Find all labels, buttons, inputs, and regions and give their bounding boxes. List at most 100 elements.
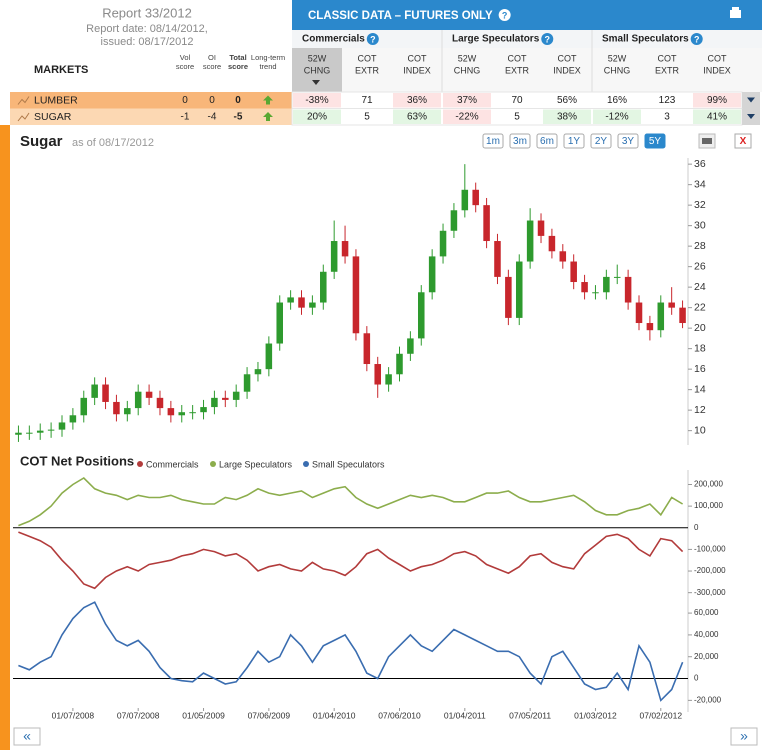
range-button[interactable] (617, 133, 639, 149)
cell-highlight (543, 109, 591, 124)
candle-body (418, 292, 425, 339)
candle-body (428, 256, 436, 293)
candle-body (36, 430, 44, 433)
range-button[interactable] (509, 133, 531, 149)
column-header: INDEX (403, 65, 431, 75)
candle-body (156, 397, 164, 409)
market-name: SUGAR (34, 111, 72, 123)
score: 0 (235, 95, 241, 106)
candle-body (113, 401, 120, 415)
cell-highlight (293, 109, 341, 124)
y-tick-label: 200,000 (694, 480, 723, 489)
column-header: COT (358, 53, 378, 63)
help-icon[interactable] (690, 33, 703, 45)
candle-body (461, 189, 469, 211)
legend-label: Large Speculators (219, 459, 293, 469)
candle-body (559, 251, 567, 262)
range-button[interactable] (644, 133, 666, 149)
candle-body (254, 369, 262, 375)
candle-body (624, 276, 632, 303)
column-header: INDEX (703, 65, 731, 75)
range-button[interactable] (563, 133, 585, 149)
group-name: Small Speculators (602, 34, 689, 45)
help-icon[interactable] (498, 9, 511, 21)
candle-body (396, 353, 403, 375)
cell-value: 3 (664, 112, 670, 123)
trend-arrow (263, 112, 273, 121)
y-tick-label: 36 (694, 158, 706, 170)
y-tick-label: -100,000 (694, 545, 726, 554)
series-line (18, 601, 684, 702)
x-tick-label: 07/06/2010 (378, 710, 421, 720)
cell-value: 5 (514, 112, 520, 123)
print-chart[interactable] (698, 133, 716, 149)
column-header: EXTR (505, 65, 530, 75)
legend-marker (137, 461, 143, 467)
cell-value: -12% (605, 112, 628, 123)
candle-body (298, 297, 305, 308)
x-tick-label: 07/06/2009 (248, 710, 291, 720)
group-name: Commercials (302, 34, 365, 45)
legend-label: Small Speculators (312, 459, 385, 469)
score: 0 (182, 95, 188, 106)
sort-arrow (312, 80, 320, 85)
x-tick-label: 01/05/2009 (182, 710, 225, 720)
score: -1 (181, 112, 190, 123)
candle-body (450, 210, 458, 231)
candle-body (646, 323, 654, 331)
close-button[interactable] (734, 133, 752, 149)
score: -5 (234, 112, 243, 123)
column-header: COT (658, 53, 678, 63)
legend-marker (303, 461, 309, 467)
nav-next[interactable] (730, 727, 758, 746)
range-button[interactable] (536, 133, 558, 149)
y-tick-label: 0 (694, 523, 699, 532)
cell-value: 123 (659, 95, 676, 106)
range-button[interactable] (590, 133, 612, 149)
candle-body (200, 407, 207, 413)
candle-body (91, 384, 98, 398)
cell-value: 56% (557, 95, 577, 106)
y-tick-label: 28 (694, 240, 706, 252)
dropdown-arrow (747, 114, 755, 119)
close-label: X (740, 136, 747, 147)
cell-value: 41% (707, 112, 727, 123)
report-title: Report 33/2012 (102, 5, 192, 20)
y-tick-label: -300,000 (694, 588, 726, 597)
candle-body (515, 261, 523, 318)
candle-body (124, 408, 131, 415)
column-header: EXTR (355, 65, 380, 75)
score-header: OI (208, 53, 216, 62)
cell-value: 5 (364, 112, 370, 123)
cell-highlight (593, 109, 641, 124)
series-line (18, 531, 684, 590)
range-label: 3m (513, 136, 527, 147)
candle-body (167, 408, 175, 416)
y-tick-label: 60,000 (694, 608, 719, 617)
help-icon[interactable] (366, 33, 379, 45)
candle-body (102, 384, 109, 402)
y-tick-label: 22 (694, 301, 706, 313)
cell-highlight (443, 109, 491, 124)
print-icon[interactable] (730, 7, 741, 18)
cell-value: -38% (305, 95, 328, 106)
accent-bar (0, 125, 10, 750)
candle-body (439, 230, 447, 257)
cell-value: 16% (607, 95, 627, 106)
nav-prev[interactable] (13, 727, 41, 746)
range-button[interactable] (482, 133, 504, 149)
chart-title: Sugar (20, 133, 63, 150)
candle-body (679, 307, 686, 324)
cell-highlight (393, 93, 441, 108)
cell-highlight (393, 109, 441, 124)
help-icon[interactable] (541, 33, 554, 45)
candle-body (472, 189, 479, 206)
candle-body (592, 292, 599, 294)
range-label: 2Y (595, 136, 608, 147)
candle-body (352, 256, 360, 334)
row-background (10, 92, 292, 109)
cell-highlight (293, 93, 341, 108)
candle-body (603, 276, 610, 293)
candle-body (276, 302, 283, 344)
report-date: Report date: 08/14/2012, (86, 23, 208, 35)
